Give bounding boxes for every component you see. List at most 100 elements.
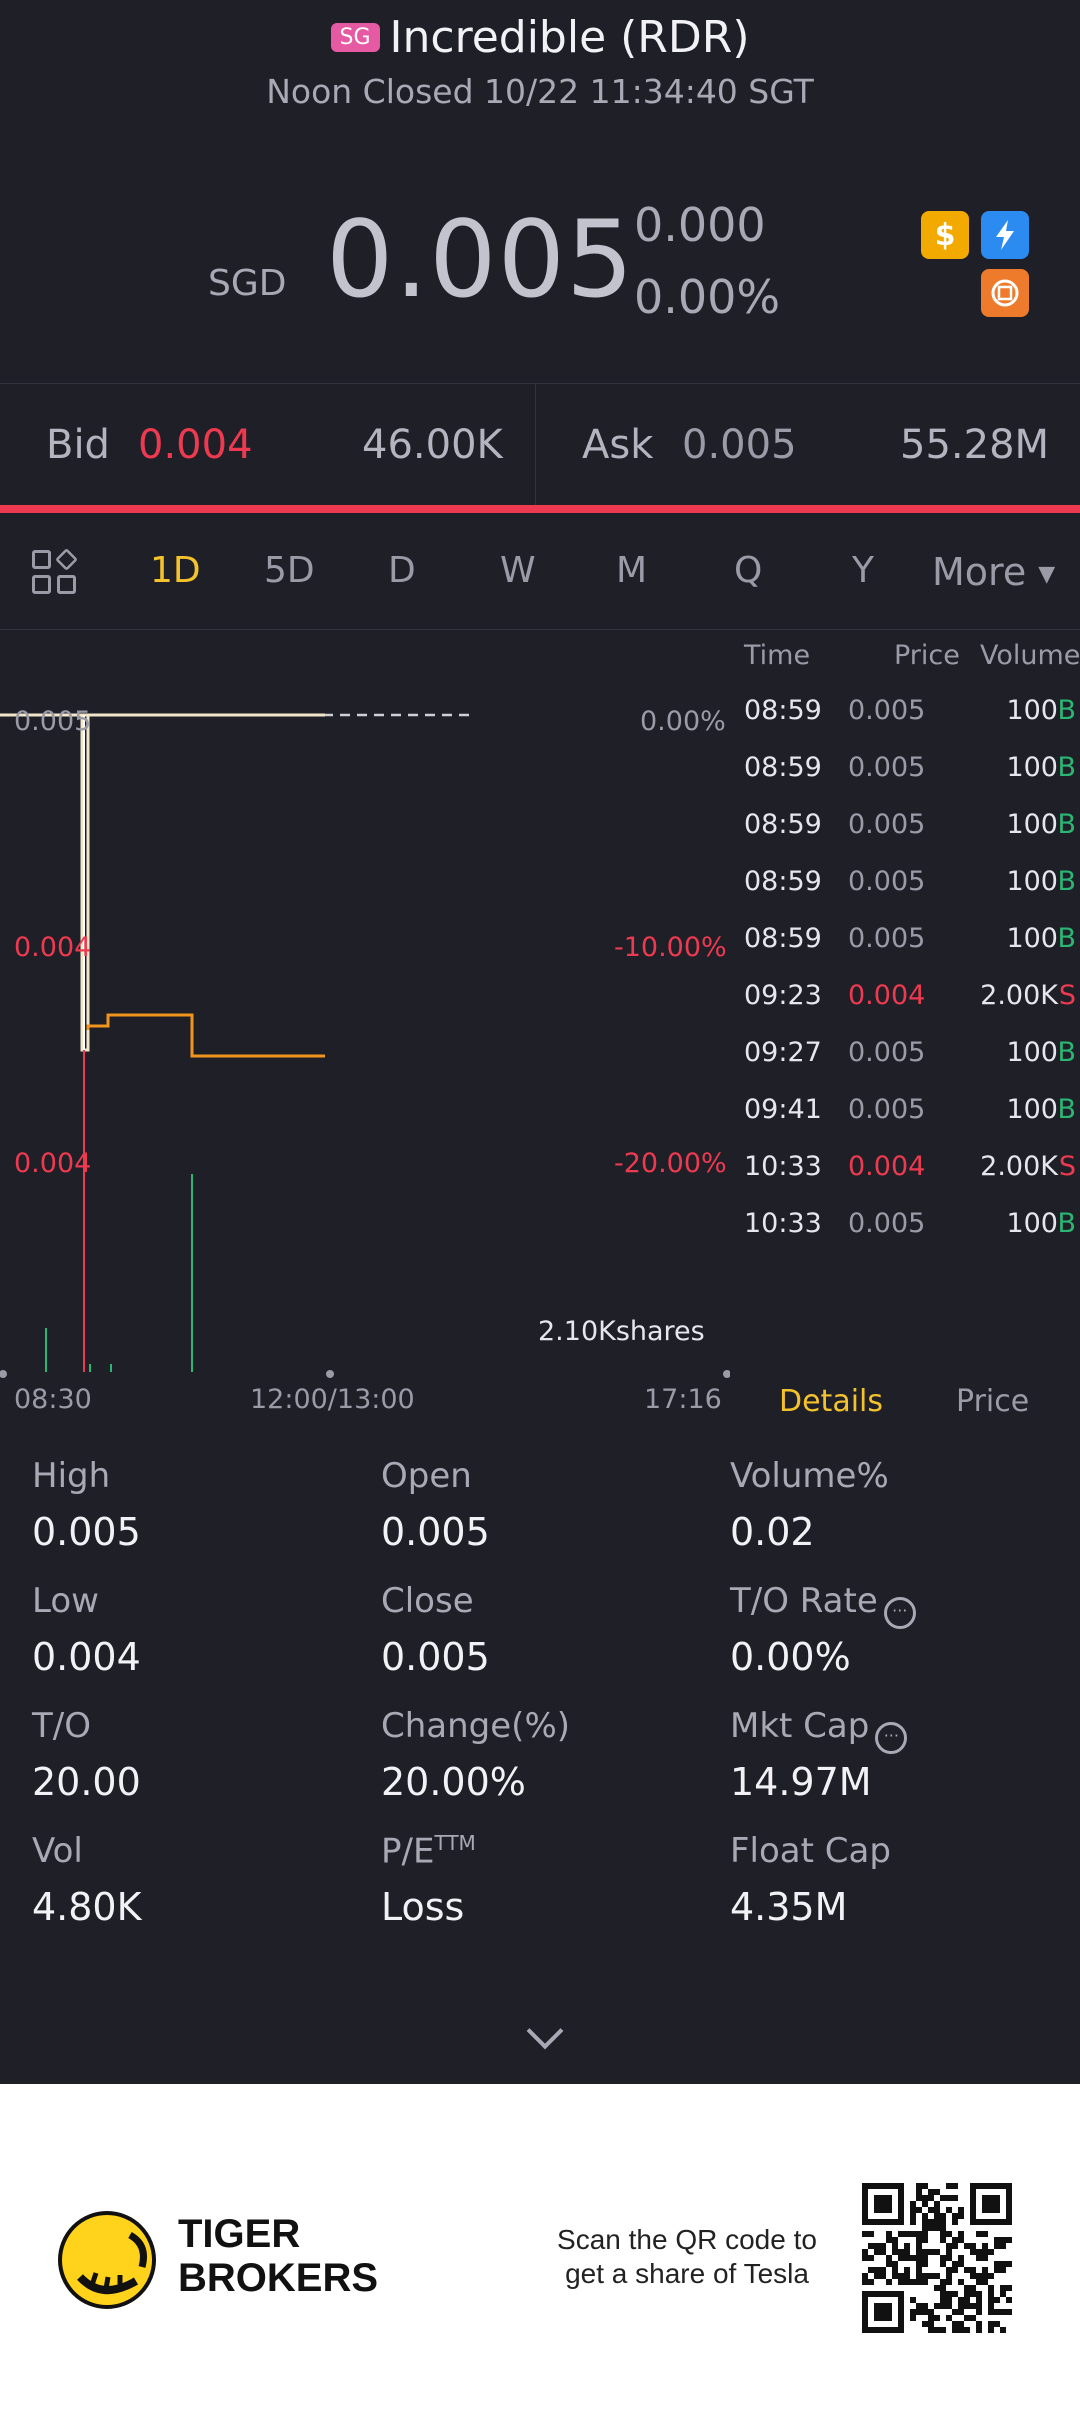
stat-label-text: Vol [32, 1831, 83, 1871]
period-tabs: 1D 5D D W M Q Y More ▼ [0, 520, 1080, 630]
axis-dot [326, 1370, 334, 1378]
pct-label-low: -20.00% [614, 1148, 727, 1179]
tab-5d[interactable]: 5D [264, 550, 315, 591]
bid-price: 0.004 [138, 422, 253, 468]
trade-price: 0.005 [848, 752, 926, 783]
stat-label-text: Close [381, 1581, 474, 1621]
trade-side: B [1057, 809, 1076, 840]
intraday-chart[interactable]: 0.005 0.004 0.004 0.00% -10.00% -20.00% … [0, 630, 731, 1415]
trade-row: 08:59 0.005 100 B [740, 809, 1076, 866]
stat-value: 14.97M [730, 1760, 872, 1804]
y-label-low: 0.004 [14, 1148, 92, 1179]
stat-value: 4.80K [32, 1885, 142, 1929]
trade-time: 08:59 [744, 866, 822, 897]
tab-1d[interactable]: 1D [150, 550, 201, 591]
trade-time: 10:33 [744, 1151, 822, 1182]
trade-row: 09:23 0.004 2.00K S [740, 980, 1076, 1037]
trade-side: B [1057, 866, 1076, 897]
stat-label: P/ETTM [381, 1831, 476, 1871]
trade-row: 08:59 0.005 100 B [740, 752, 1076, 809]
stat-label: T/O Rate ··· [730, 1581, 916, 1629]
time-label-now: 17:16 [644, 1384, 722, 1415]
pct-label-top: 0.00% [640, 706, 726, 737]
time-label-noon: 12:00/13:00 [250, 1384, 415, 1415]
trade-price: 0.004 [848, 980, 926, 1011]
more-info-icon[interactable]: ··· [883, 1597, 916, 1629]
stat-value: 0.02 [730, 1510, 815, 1554]
stat-label: Volume% [730, 1456, 889, 1496]
lightning-icon[interactable] [981, 211, 1029, 259]
stock-name: Incredible (RDR) [389, 12, 750, 63]
trade-price: 0.004 [848, 1151, 926, 1182]
trade-volume: 100 [1006, 1037, 1058, 1068]
stat-label: Mkt Cap ··· [730, 1706, 908, 1754]
bid-ask-bar: Bid 0.004 46.00K Ask 0.005 55.28M [0, 383, 1080, 506]
stat-value: Loss [381, 1885, 465, 1929]
stat-label-suffix: TTM [434, 1831, 476, 1855]
trade-price: 0.005 [848, 809, 926, 840]
tab-q[interactable]: Q [734, 550, 763, 591]
more-info-icon[interactable]: ··· [875, 1722, 908, 1754]
chevron-down-icon[interactable] [526, 2012, 564, 2050]
caret-down-icon: ▼ [1038, 562, 1056, 587]
stat-value: 20.00 [32, 1760, 141, 1804]
trade-volume: 100 [1006, 695, 1058, 726]
ask-price: 0.005 [682, 422, 797, 468]
trade-price: 0.005 [848, 923, 926, 954]
price-change-percent: 0.00% [634, 270, 781, 324]
trade-row: 09:27 0.005 100 B [740, 1037, 1076, 1094]
last-price: 0.005 [326, 198, 635, 321]
trade-time: 09:41 [744, 1094, 822, 1125]
trade-side: B [1057, 752, 1076, 783]
stat-label: Close [381, 1581, 474, 1621]
ask-size: 55.28M [900, 422, 1050, 468]
scan-text-line2: get a share of Tesla [565, 2258, 809, 2289]
trade-time: 08:59 [744, 809, 822, 840]
depth-ratio-bar [0, 505, 1080, 513]
price-change: 0.000 [634, 198, 766, 252]
axis-dot [0, 1370, 7, 1378]
tab-m[interactable]: M [616, 550, 648, 591]
chart-svg [0, 713, 731, 1378]
trade-time: 08:59 [744, 752, 822, 783]
trade-row: 08:59 0.005 100 B [740, 695, 1076, 752]
tab-d[interactable]: D [388, 550, 416, 591]
tab-y[interactable]: Y [852, 550, 874, 591]
trade-side: B [1057, 1208, 1076, 1239]
brand-name-line1: TIGER [178, 2212, 301, 2256]
trade-price: 0.005 [848, 1037, 926, 1068]
tab-w[interactable]: W [500, 550, 536, 591]
scan-text-line1: Scan the QR code to [557, 2224, 817, 2255]
trade-volume: 100 [1006, 1208, 1058, 1239]
tab-more[interactable]: More ▼ [932, 550, 1055, 594]
stock-title: SG Incredible (RDR) [0, 12, 1080, 63]
y-label-mid: 0.004 [14, 932, 92, 963]
stat-label-text: Volume% [730, 1456, 889, 1496]
stat-label-text: T/O Rate [730, 1581, 878, 1621]
tab-price[interactable]: Price [956, 1384, 1030, 1419]
trade-volume: 100 [1006, 866, 1058, 897]
trade-time: 10:33 [744, 1208, 822, 1239]
stat-value: 0.005 [32, 1510, 141, 1554]
stat-label-text: Open [381, 1456, 472, 1496]
y-label-top: 0.005 [14, 706, 92, 737]
tab-details[interactable]: Details [779, 1384, 884, 1419]
stat-label-text: P/E [381, 1831, 435, 1872]
trade-row: 08:59 0.005 100 B [740, 866, 1076, 923]
dollar-icon[interactable]: $ [921, 211, 969, 259]
trade-side: B [1057, 923, 1076, 954]
layout-grid-icon[interactable] [32, 548, 80, 598]
trade-price: 0.005 [848, 1094, 926, 1125]
stat-label: T/O [32, 1706, 91, 1746]
trade-row: 10:33 0.004 2.00K S [740, 1151, 1076, 1208]
stat-label-text: High [32, 1456, 111, 1496]
tab-more-label: More [932, 550, 1027, 594]
time-label-open: 08:30 [14, 1384, 92, 1415]
stat-label: High [32, 1456, 110, 1496]
tiger-logo-icon [58, 2211, 156, 2309]
stat-label: Float Cap [730, 1831, 891, 1871]
trades-header-volume: Volume [980, 640, 1080, 671]
chip-icon[interactable] [981, 269, 1029, 317]
stat-label: Change(%) [381, 1706, 570, 1746]
stat-label-text: Float Cap [730, 1831, 891, 1871]
